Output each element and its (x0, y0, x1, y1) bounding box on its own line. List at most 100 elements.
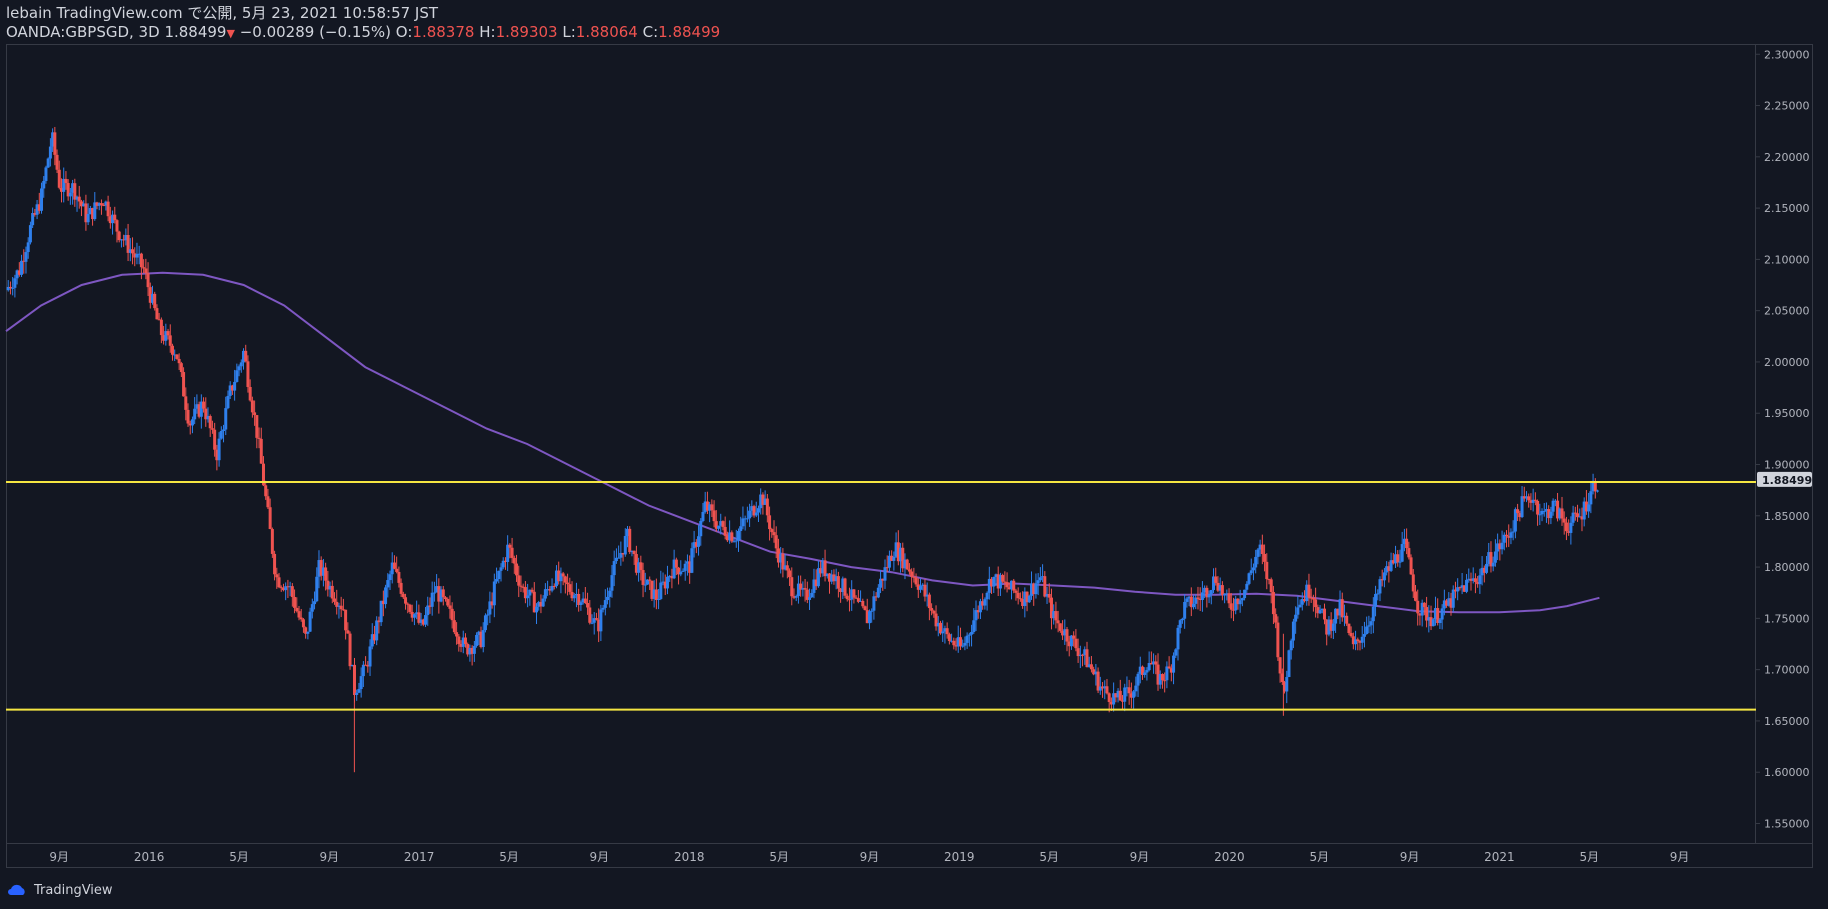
time-axis[interactable] (6, 844, 1813, 868)
candle-body (352, 664, 356, 695)
candle-body (1303, 599, 1307, 602)
candle-body (1205, 587, 1209, 598)
last-price: 1.88499 (164, 23, 227, 41)
candle-body (111, 214, 115, 224)
candle-body (836, 576, 840, 589)
candle-body (668, 575, 672, 577)
candle-body (164, 331, 168, 341)
price-axis[interactable] (1756, 44, 1813, 844)
candle-body (330, 585, 334, 599)
candle-body (1180, 618, 1184, 621)
candle-body (1067, 641, 1071, 647)
candle-body (981, 601, 985, 606)
symbol-label[interactable]: OANDA:GBPSGD, 3D (6, 23, 160, 41)
candle-body (106, 201, 110, 217)
candle-body (1505, 534, 1509, 537)
candle-body (1471, 578, 1475, 581)
candle-body (339, 605, 343, 610)
candle-body (1156, 664, 1160, 685)
candle-body (301, 619, 305, 628)
candle-body (805, 589, 809, 600)
candle-body (1356, 639, 1360, 642)
candle-body (517, 575, 521, 586)
candle-body (890, 555, 894, 561)
candle-body (594, 618, 598, 620)
candle-body (492, 581, 496, 606)
candle-body (537, 602, 541, 607)
candle-body (1358, 641, 1362, 643)
candle-body (1216, 582, 1220, 591)
candle-body (583, 598, 587, 603)
candle-body (756, 508, 760, 513)
candle-body (1103, 686, 1107, 689)
candle-body (641, 570, 645, 585)
candle-body (887, 555, 891, 568)
candle-body (856, 598, 860, 602)
candle-body (978, 601, 982, 613)
candle-body (1049, 597, 1053, 619)
candle-body (268, 507, 272, 530)
candle-body (1524, 496, 1528, 499)
candle-body (772, 532, 776, 536)
time-tick-label: 2020 (1214, 850, 1245, 864)
candle-body (872, 596, 876, 611)
time-tick-label: 2016 (134, 850, 165, 864)
candle-body (819, 568, 823, 574)
candle-body (44, 167, 48, 181)
candle-body (131, 249, 135, 254)
candle-body (783, 565, 787, 570)
candle-body (266, 496, 270, 508)
candle-body (1460, 585, 1464, 588)
candle-body (1291, 621, 1295, 641)
candle-body (823, 560, 827, 577)
candle-body (1214, 576, 1218, 583)
candle-body (617, 557, 621, 559)
candle-body (28, 225, 32, 243)
candle-body (801, 588, 805, 590)
candle-body (530, 589, 534, 592)
candle-body (952, 640, 956, 646)
candle-body (91, 208, 95, 220)
candle-body (1580, 516, 1584, 520)
candle-body (1267, 579, 1271, 581)
candle-body (774, 535, 778, 549)
candle-body (66, 183, 70, 197)
candle-body (894, 542, 898, 557)
candle-body (179, 363, 183, 373)
last-price-tag (1757, 471, 1812, 487)
tradingview-logo[interactable]: TradingView (6, 881, 113, 899)
candle-body (990, 578, 994, 587)
candle-body (699, 520, 703, 537)
candle-body (528, 589, 532, 596)
candle-body (1325, 619, 1329, 635)
candle-body (1449, 598, 1453, 608)
price-change: −0.00289 (−0.15%) (239, 23, 392, 41)
candle-body (1034, 583, 1038, 595)
candle-body (15, 270, 19, 279)
candle-body (697, 536, 701, 547)
plot-area[interactable] (6, 44, 1756, 844)
candle-body (1382, 572, 1386, 581)
candle-body (623, 536, 627, 555)
candle-body (1189, 596, 1193, 608)
candle-body (17, 270, 21, 275)
candle-body (710, 504, 714, 511)
candle-body (654, 589, 658, 601)
candle-body (914, 577, 918, 585)
candle-body (1544, 509, 1548, 511)
candle-body (317, 560, 321, 577)
candle-body (1478, 575, 1482, 585)
candle-body (1047, 593, 1051, 598)
candle-body (419, 619, 423, 623)
candle-body (286, 586, 290, 588)
candle-body (1509, 532, 1513, 538)
candle-body (397, 571, 401, 583)
candle-body (1371, 606, 1375, 622)
candle-body (967, 634, 971, 636)
candle-body (1027, 595, 1031, 603)
candle-body (1587, 504, 1591, 512)
candle-body (626, 528, 630, 537)
candle-body (344, 609, 348, 631)
candle-body (732, 541, 736, 543)
